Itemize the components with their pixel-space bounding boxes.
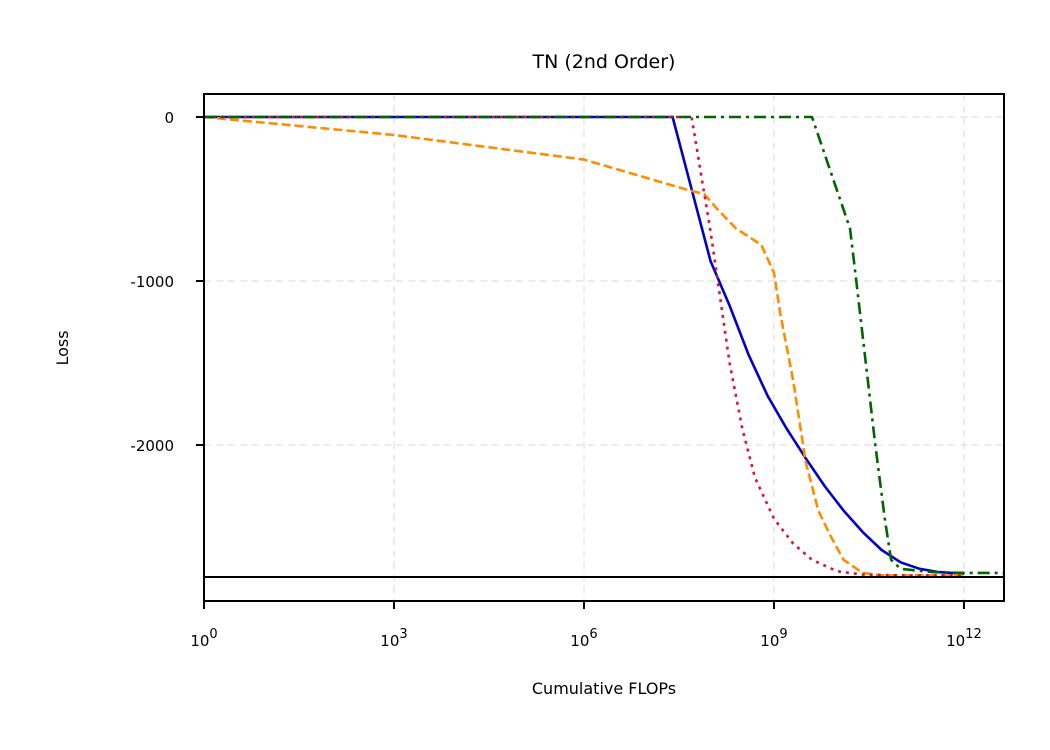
series-red-dotted: [204, 115, 964, 577]
axis-ticks: 100 103 106 109 1012 0 -1000 -2000: [130, 109, 981, 650]
series-orange-dashed: [204, 115, 964, 577]
y-axis-label: Loss: [53, 330, 72, 365]
x-tick-label: 103: [380, 627, 407, 650]
plot-frame: [203, 93, 1005, 602]
x-tick-label: 1012: [946, 627, 982, 650]
y-tick-label: -1000: [130, 273, 174, 291]
series-layer: [204, 115, 1004, 577]
x-tick-label: 100: [190, 627, 217, 650]
x-tick-label: 109: [760, 627, 787, 650]
y-tick-label: -2000: [130, 437, 174, 455]
chart-title: TN (2nd Order): [532, 51, 676, 73]
y-tick-label: 0: [164, 109, 174, 127]
grid: [203, 94, 1004, 601]
x-axis-label: Cumulative FLOPs: [532, 679, 676, 698]
x-tick-label: 106: [570, 627, 597, 650]
series-green-dashdot: [204, 115, 1004, 575]
series-blue-solid: [204, 115, 965, 575]
